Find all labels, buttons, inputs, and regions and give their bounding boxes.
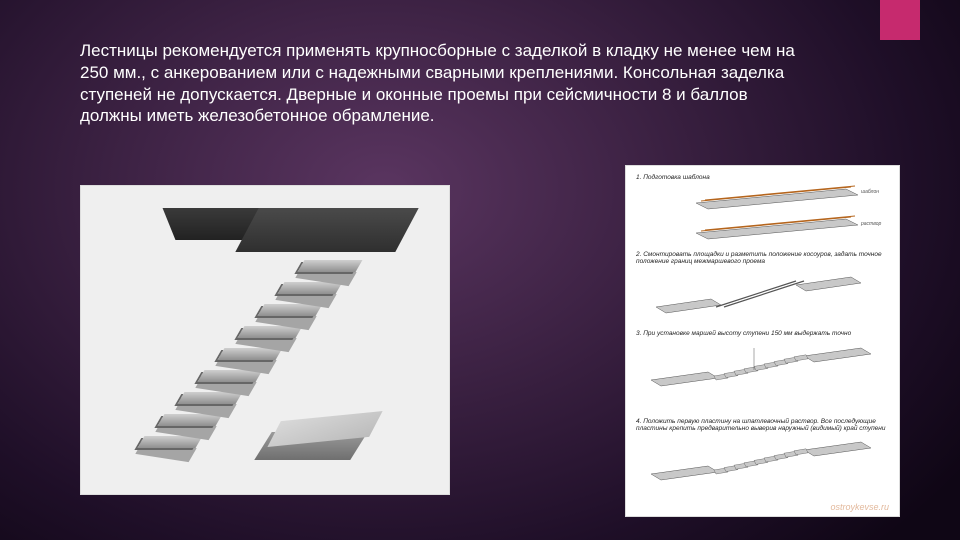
right-instructions-diagram: 1. Подготовка шаблона шаблон раствор 2. Смо… <box>625 165 900 517</box>
panel-title: 2. Смонтировать площадки и разметить пол… <box>636 251 889 265</box>
instruction-panel: 4. Положить первую пластину на шпатлевоч… <box>636 418 889 504</box>
stair-tread <box>298 260 363 272</box>
svg-text:раствор: раствор <box>860 221 882 227</box>
accent-square <box>880 0 920 40</box>
instruction-panel: 1. Подготовка шаблона шаблон раствор <box>636 174 889 243</box>
panel-title: 4. Положить первую пластину на шпатлевоч… <box>636 418 889 432</box>
svg-text:шаблон: шаблон <box>861 189 879 195</box>
instruction-panel: 2. Смонтировать площадки и разметить пол… <box>636 251 889 322</box>
panel-title: 1. Подготовка шаблона <box>636 174 889 181</box>
panel-illustration: шаблон раствор <box>636 183 886 243</box>
watermark: ostroykevse.ru <box>830 502 889 512</box>
panel-illustration <box>636 434 886 504</box>
wall-side <box>235 208 418 252</box>
left-stairs-diagram <box>80 185 450 495</box>
detached-step-block <box>269 416 379 464</box>
instruction-panel: 3. При установке маршей высоту ступени 1… <box>636 330 889 409</box>
panel-illustration <box>636 340 886 410</box>
panel-title: 3. При установке маршей высоту ступени 1… <box>636 330 889 337</box>
body-text: Лестницы рекомендуется применять крупнос… <box>80 40 800 127</box>
panel-illustration <box>636 267 886 322</box>
